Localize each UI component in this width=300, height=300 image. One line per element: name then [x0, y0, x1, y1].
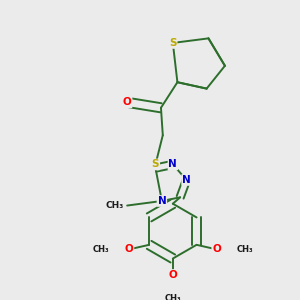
Text: N: N: [158, 196, 166, 206]
Text: O: O: [169, 270, 177, 280]
Text: O: O: [212, 244, 221, 254]
Text: CH₃: CH₃: [237, 245, 254, 254]
Text: O: O: [123, 97, 131, 107]
Text: S: S: [152, 159, 159, 170]
Text: CH₃: CH₃: [164, 294, 181, 300]
Text: S: S: [169, 38, 177, 48]
Text: N: N: [182, 175, 191, 185]
Text: O: O: [124, 244, 134, 254]
Text: N: N: [169, 159, 177, 170]
Text: CH₃: CH₃: [105, 201, 124, 210]
Text: CH₃: CH₃: [92, 245, 109, 254]
